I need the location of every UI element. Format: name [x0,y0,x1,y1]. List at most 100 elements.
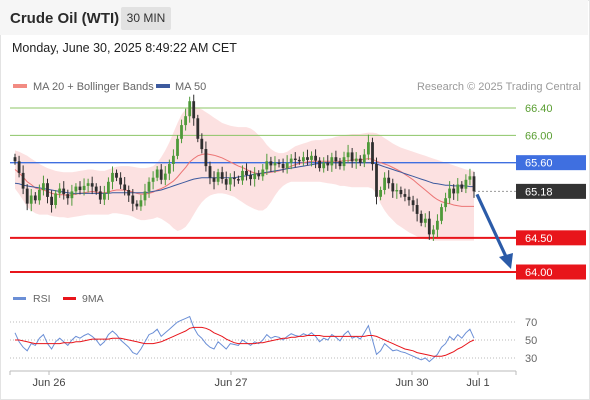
ma50-line [14,162,474,194]
candle [460,181,464,193]
candle [253,167,257,187]
rsi-legend-label: RSI [33,293,51,305]
candle [269,156,273,172]
candle [212,171,216,190]
candle [338,157,342,170]
level-label: 65.60 [525,158,553,170]
x-tick-label: Jul 1 [466,377,489,389]
candle [411,195,415,212]
candle [346,144,350,163]
level-label-box [516,183,586,199]
candle [330,152,334,172]
candle [432,225,435,241]
candle [208,161,212,185]
candle [326,155,330,171]
candle [103,185,106,206]
candle [289,154,293,170]
candle [277,159,281,168]
level-label: 64.50 [525,233,553,245]
candle [216,168,220,186]
candle [94,183,98,195]
level-label-box [516,155,586,171]
candle [168,159,171,181]
candle [38,184,41,205]
candle [265,153,269,175]
rsi-ma9-line [15,326,475,357]
candle [391,178,395,198]
candle [74,183,78,195]
candle [464,174,468,194]
candle [358,155,362,167]
candle [354,152,358,169]
candle [46,178,49,204]
candle [310,151,313,167]
candle [86,178,90,193]
candle [285,155,289,174]
ma20-legend-label: MA 20 + Bollinger Bands [33,81,154,93]
candle [143,183,147,206]
rsi-tick-label: 70 [525,317,537,329]
chart-datetime: Monday, June 30, 2025 8:49:22 AM CET [12,41,237,55]
candle [131,188,135,212]
candle [33,192,37,204]
x-tick-label: Jun 27 [214,377,247,389]
candle [314,149,317,169]
candle [176,135,179,160]
candle [423,213,427,228]
candle [159,164,163,185]
candle [375,157,378,205]
level-label: 65.18 [525,186,553,198]
candle [350,147,354,168]
candle [200,133,204,154]
candle [155,166,159,182]
level-label: 66.40 [525,103,553,115]
candle [387,170,391,189]
candle [444,192,447,212]
candle [273,156,277,173]
candle [196,114,200,143]
candle [224,171,228,190]
candle [50,190,53,213]
candle [407,189,411,206]
candle [82,178,86,196]
candle [107,177,110,200]
candle [306,149,309,166]
candle [249,170,252,186]
candle [367,134,370,160]
candle [17,155,21,178]
rsi-legend-swatch [13,297,26,300]
candle [58,183,62,198]
level-label-box [516,264,586,280]
candle [25,184,29,211]
ma50-legend-label: MA 50 [175,81,206,93]
candle [135,200,139,210]
candle [119,172,122,189]
candle [452,184,456,200]
candle [456,178,460,201]
candle [399,186,403,198]
candle [334,150,338,169]
interval-button[interactable]: 30 MIN [121,7,171,30]
candle [163,166,167,186]
candle [440,203,443,225]
rsi-tick-label: 30 [525,353,537,365]
candle [188,96,192,123]
candle [448,181,451,204]
candle [318,157,321,172]
candle [147,177,151,198]
candle [90,176,94,195]
candle [115,169,118,182]
candle [228,173,232,192]
forecast-arrow-head [499,253,513,269]
candle [220,166,224,184]
candle [261,164,265,181]
candle [293,152,297,168]
candle [192,94,196,126]
candle [383,172,386,195]
candle [42,175,45,196]
candle [180,119,183,144]
candle [302,151,305,166]
candle [237,175,240,184]
chart-header: Crude Oil (WTI) 30 MIN [0,0,588,35]
candle [419,210,423,227]
